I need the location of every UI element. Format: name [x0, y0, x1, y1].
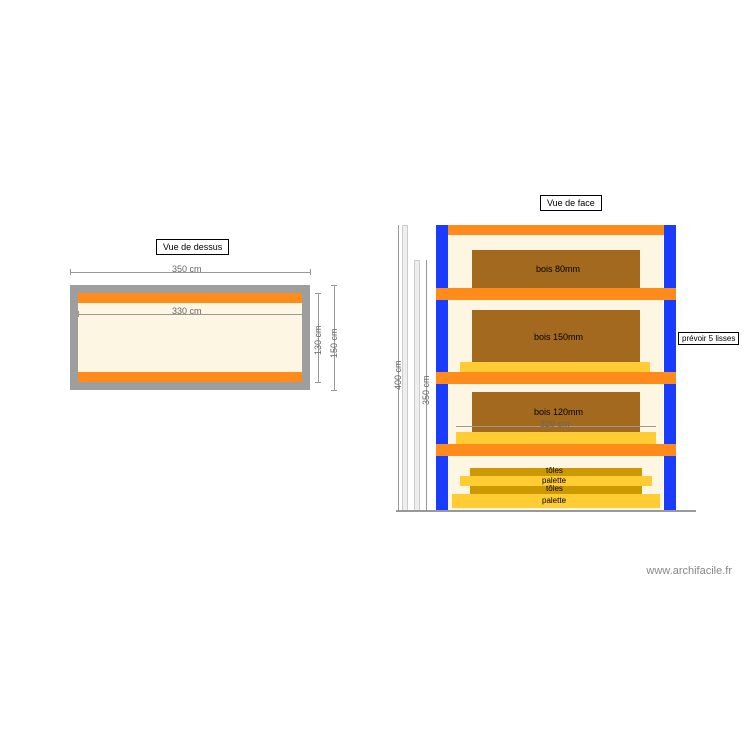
beam-2-cap-l [436, 372, 452, 384]
stack-1-label: tôles [546, 466, 563, 475]
top-view-edge-top [78, 293, 302, 303]
beam-1 [448, 288, 664, 300]
post-left [436, 225, 448, 510]
tick [78, 311, 79, 317]
dim-top-inner-height: 130 cm [313, 325, 323, 355]
corner [70, 378, 82, 390]
dim-shelf-width: 320 cm [540, 419, 570, 429]
post-right [664, 225, 676, 510]
shelf-2-pallet [460, 362, 650, 372]
top-view-edge-bottom [78, 372, 302, 382]
beam-3-cap-r [660, 444, 676, 456]
front-note: prévoir 5 lisses [678, 332, 739, 345]
tick [70, 269, 71, 275]
tick [302, 311, 303, 317]
beam-3 [448, 444, 664, 456]
beam-3-cap-l [436, 444, 452, 456]
front-view-title: Vue de face [540, 195, 602, 211]
floor-line [396, 510, 696, 512]
beam-2 [448, 372, 664, 384]
watermark: www.archifacile.fr [646, 565, 732, 577]
stack-4-label: palette [542, 496, 566, 505]
ruler-bar-2 [414, 260, 420, 512]
beam-2-cap-r [660, 372, 676, 384]
shelf-3-pallet [456, 432, 656, 444]
tick [331, 285, 337, 286]
beam-top [436, 225, 676, 235]
dim-front-inner-height: 350 cm [421, 375, 431, 405]
top-view-title: Vue de dessus [156, 239, 229, 255]
beam-1-cap-l [436, 288, 452, 300]
shelf-2-label: bois 150mm [534, 332, 583, 342]
tick [315, 293, 321, 294]
shelf-3-label: bois 120mm [534, 407, 583, 417]
dim-top-inner-width: 330 cm [172, 306, 202, 316]
corner [70, 285, 82, 297]
stack-3-label: tôles [546, 484, 563, 493]
shelf-1-label: bois 80mm [536, 264, 580, 274]
dim-front-outer-height: 400 cm [393, 360, 403, 390]
tick [310, 269, 311, 275]
tick [331, 390, 337, 391]
dim-top-outer-width: 350 cm [172, 264, 202, 274]
tick [315, 382, 321, 383]
dim-top-outer-height: 150 cm [329, 328, 339, 358]
corner [298, 285, 310, 297]
corner [298, 378, 310, 390]
beam-1-cap-r [660, 288, 676, 300]
